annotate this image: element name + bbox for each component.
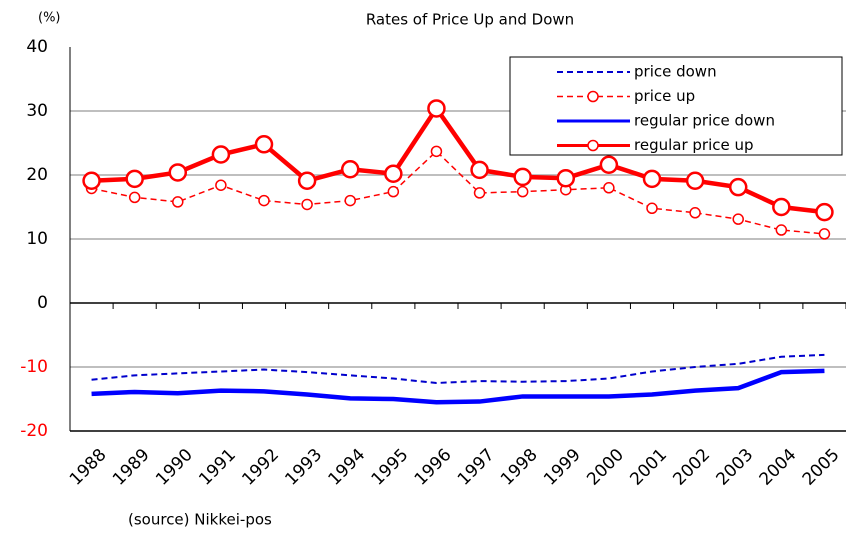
y-tick-label: 40 — [26, 37, 48, 57]
x-tick-label: 1996 — [411, 445, 456, 490]
point-marker — [211, 145, 231, 164]
point-marker — [340, 159, 360, 179]
series-line — [91, 353, 825, 385]
x-tick-label: 2001 — [626, 445, 671, 490]
point-marker — [387, 185, 400, 198]
legend-box — [509, 56, 843, 156]
x-tick-label: 1993 — [281, 445, 326, 490]
point-marker — [427, 99, 446, 118]
series-line — [91, 368, 825, 405]
x-tick-label: 1988 — [66, 445, 111, 490]
point-marker — [254, 135, 274, 154]
y-tick-label: 10 — [26, 229, 48, 249]
point-marker — [384, 164, 403, 183]
source-note: (source) Nikkei-pos — [128, 511, 272, 529]
series-line — [91, 150, 825, 235]
x-tick-label: 1991 — [195, 445, 240, 490]
legend-label: regular price down — [634, 112, 775, 130]
point-marker — [818, 228, 831, 240]
point-marker — [646, 202, 658, 215]
point-marker — [128, 191, 141, 204]
x-tick-label: 2000 — [583, 445, 628, 490]
legend-label: price down — [634, 63, 717, 81]
y-axis-label: (%) — [38, 11, 61, 26]
point-marker — [125, 169, 144, 189]
x-tick-label: 2004 — [756, 445, 801, 490]
y-tick-label: -10 — [20, 357, 48, 377]
x-tick-label: 2003 — [713, 445, 758, 490]
legend-label: price up — [634, 87, 695, 105]
point-marker — [172, 196, 184, 208]
y-tick-label: -20 — [20, 421, 48, 441]
point-marker — [513, 167, 532, 187]
x-tick-label: 1994 — [325, 445, 370, 490]
x-tick-label: 1989 — [109, 445, 154, 490]
x-tick-label: 1999 — [540, 445, 585, 490]
point-marker — [301, 198, 313, 211]
point-marker — [297, 171, 317, 191]
y-tick-label: 0 — [37, 293, 48, 313]
y-tick-label: 30 — [26, 101, 48, 121]
point-marker — [815, 202, 834, 222]
point-marker — [516, 185, 529, 198]
point-marker — [430, 145, 443, 158]
legend-marker — [587, 90, 599, 103]
point-marker — [82, 171, 101, 191]
point-marker — [344, 194, 356, 207]
point-marker — [599, 155, 619, 175]
point-marker — [728, 177, 748, 197]
x-tick-label: 2002 — [669, 445, 714, 490]
point-marker — [775, 224, 788, 236]
x-tick-label: 2005 — [799, 445, 844, 490]
legend-label: regular price up — [634, 136, 754, 154]
point-marker — [473, 187, 486, 199]
point-marker — [215, 179, 227, 191]
point-marker — [603, 182, 615, 194]
chart-title: Rates of Price Up and Down — [366, 11, 574, 29]
legend-marker — [587, 139, 599, 152]
x-tick-label: 1998 — [497, 445, 542, 490]
point-marker — [642, 169, 662, 189]
point-marker — [556, 168, 576, 188]
x-tick-label: 1990 — [152, 445, 197, 490]
point-marker — [168, 163, 188, 182]
point-marker — [470, 160, 489, 180]
point-marker — [772, 197, 791, 217]
x-tick-label: 1992 — [238, 445, 283, 490]
x-tick-label: 1997 — [454, 445, 499, 490]
point-marker — [732, 213, 744, 225]
point-marker — [689, 207, 701, 219]
point-marker — [258, 194, 270, 207]
y-tick-label: 20 — [26, 165, 48, 185]
x-tick-label: 1995 — [368, 445, 413, 490]
point-marker — [685, 171, 705, 191]
